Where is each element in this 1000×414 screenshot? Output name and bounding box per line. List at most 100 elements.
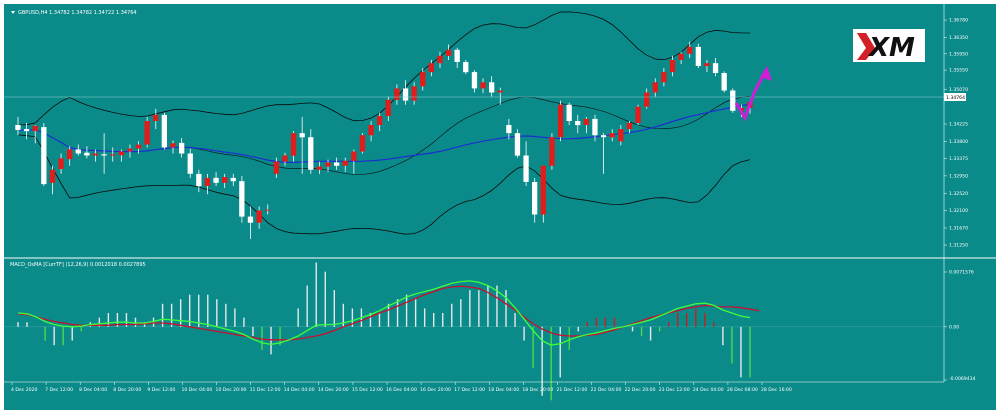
candle-body [273, 161, 279, 174]
moving-average-line [17, 103, 751, 164]
candle-body [41, 127, 47, 185]
candle-body [618, 129, 624, 142]
candle-body [127, 148, 133, 152]
candle-body [635, 106, 641, 123]
time-tick-label: 22 Dec 04:00 [591, 387, 622, 393]
candle-body [351, 151, 357, 161]
candle-body [454, 49, 460, 62]
candle-body [290, 133, 297, 156]
candle-body [644, 92, 650, 107]
candle-body [661, 72, 667, 83]
candle-body [334, 162, 340, 166]
candle-body [265, 209, 271, 211]
candle-body [325, 162, 331, 167]
candle-body [23, 129, 30, 132]
indicator-axis: 0.0071576 0.00 -0.0069434 [944, 270, 976, 382]
current-price-box [944, 93, 966, 101]
macd-main-line [17, 280, 751, 346]
candle-body [669, 59, 676, 73]
candle-body [445, 49, 452, 56]
time-tick-label: 16 Dec 20:00 [420, 387, 451, 393]
time-tick-label: 22 Dec 20:00 [625, 387, 656, 393]
price-tick-label: 1.33375 [949, 156, 968, 162]
price-tick-label: 1.32100 [949, 208, 968, 214]
price-tick-label: 1.36780 [949, 18, 968, 24]
time-tick-label: 8 Dec 04:00 [79, 387, 107, 393]
candle-body [489, 82, 495, 93]
candle-body [308, 137, 314, 170]
candle-body [549, 137, 555, 166]
time-tick-label: 9 Dec 12:00 [147, 387, 175, 393]
candle-body [161, 114, 167, 148]
candle-body [247, 216, 254, 223]
candle-body [575, 121, 581, 126]
price-chart[interactable] [15, 11, 753, 239]
time-tick-label: 14 Dec 04:00 [284, 387, 315, 393]
candle-body [299, 133, 305, 138]
candle-body [721, 73, 727, 91]
price-tick-label: 1.35550 [949, 68, 968, 74]
price-tick-label: 1.31250 [949, 243, 968, 249]
candle-body [600, 135, 607, 138]
time-tick-label: 10 Dec 04:00 [181, 387, 212, 393]
time-tick-label: 23 Dec 12:00 [659, 387, 690, 393]
price-tick-label: 1.35950 [949, 51, 968, 57]
chart-canvas[interactable]: 1.36780 1.36350 1.35950 1.35550 1.35070 1.342… [4, 4, 996, 410]
price-tick-label: 1.31670 [949, 226, 968, 232]
candle-body [359, 135, 366, 152]
macd-subwindow[interactable] [4, 262, 944, 401]
time-tick-label: 15 Dec 12:00 [352, 387, 383, 393]
macd-signal-line [17, 285, 760, 341]
candle-body [437, 55, 443, 64]
forecast-arrow [734, 71, 767, 122]
time-tick-label: 7 Dec 12:00 [45, 387, 73, 393]
symbol-info: GBPUSD,H4 1.34782 1.34782 1.34722 1.3476… [18, 10, 137, 16]
candle-body [557, 104, 564, 138]
candle-body [463, 62, 469, 73]
time-tick-label: 21 Dec 12:00 [556, 387, 587, 393]
candle-body [471, 72, 478, 89]
candle-body [342, 160, 348, 166]
candle-body [84, 152, 90, 156]
time-tick-label: 18 Dec 20:00 [522, 387, 553, 393]
time-tick-label: 4 Dec 2020 [11, 387, 38, 393]
candle-body [704, 63, 710, 66]
candle-body [187, 153, 193, 174]
indicator-tick-label: -0.0069434 [949, 376, 976, 382]
candle-body [377, 116, 383, 126]
candle-body [411, 86, 417, 101]
candle-body [230, 177, 236, 182]
price-tick-label: 1.32520 [949, 191, 968, 197]
xm-logo: XM [853, 29, 925, 63]
time-tick-label: 16 Dec 04:00 [386, 387, 417, 393]
price-axis: 1.36780 1.36350 1.35950 1.35550 1.35070 1.342… [944, 18, 968, 249]
dropdown-icon[interactable] [11, 11, 15, 14]
candle-body [92, 153, 99, 156]
time-tick-label: 18 Dec 04:00 [488, 387, 519, 393]
time-axis: 4 Dec 2020 7 Dec 12:00 8 Dec 04:00 8 Dec 20… [11, 382, 792, 393]
bollinger-upper-band [17, 11, 751, 126]
indicator-tick-label: 0.00 [949, 324, 959, 330]
candle-body [316, 166, 322, 170]
time-tick-label: 10 Dec 20:00 [216, 387, 247, 393]
candle-body [15, 125, 21, 130]
price-tick-label: 1.33800 [949, 139, 968, 145]
candle-body [402, 88, 409, 101]
indicator-info: MACD_OsMA [CurrTF] (12,26,9) 0.0012018 0… [10, 262, 146, 268]
candle-body [480, 82, 486, 89]
candle-body [678, 53, 684, 60]
candle-body [506, 125, 512, 134]
candle-body [609, 133, 615, 138]
candle-body [239, 181, 245, 217]
plot-background [4, 4, 944, 410]
time-tick-label: 8 Dec 20:00 [113, 387, 141, 393]
candle-body [523, 155, 529, 182]
price-tick-label: 1.32950 [949, 173, 968, 179]
candle-body [196, 173, 202, 187]
time-tick-label: 14 Dec 20:00 [318, 387, 349, 393]
candle-body [75, 149, 81, 154]
candle-body [712, 63, 719, 73]
mt4-chart-window[interactable]: 1.36780 1.36350 1.35950 1.35550 1.35070 1.342… [4, 4, 996, 410]
indicator-tick-label: 0.0071576 [949, 270, 974, 276]
candle-body [687, 46, 693, 54]
